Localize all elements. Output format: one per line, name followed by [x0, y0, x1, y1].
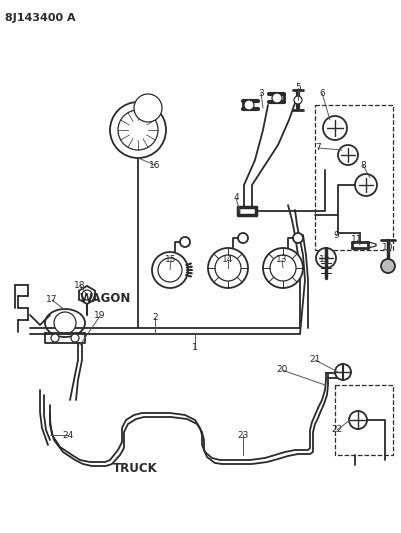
Text: 4: 4	[233, 193, 239, 203]
Text: 19: 19	[94, 311, 106, 320]
Circle shape	[54, 312, 76, 334]
Circle shape	[71, 334, 79, 342]
Circle shape	[349, 411, 367, 429]
Circle shape	[335, 364, 351, 380]
Circle shape	[215, 255, 241, 281]
Circle shape	[238, 233, 248, 243]
Circle shape	[263, 248, 303, 288]
Bar	[315, 105, 393, 250]
Circle shape	[294, 96, 302, 104]
Circle shape	[323, 116, 347, 140]
Text: 24: 24	[63, 431, 74, 440]
Text: 17: 17	[46, 295, 58, 304]
Text: 22: 22	[331, 425, 342, 434]
Ellipse shape	[45, 309, 85, 337]
Text: 18: 18	[74, 280, 86, 289]
Circle shape	[272, 93, 282, 103]
Text: 14: 14	[222, 255, 234, 264]
Circle shape	[338, 145, 358, 165]
Text: 8: 8	[360, 160, 366, 169]
Text: 21: 21	[309, 356, 321, 365]
Text: 1: 1	[192, 343, 198, 352]
Circle shape	[355, 174, 377, 196]
Text: 16: 16	[149, 160, 161, 169]
Text: 8J143400 A: 8J143400 A	[5, 13, 76, 23]
Circle shape	[316, 248, 336, 268]
Text: 20: 20	[276, 366, 288, 375]
Text: 11: 11	[351, 236, 363, 245]
Text: WAGON: WAGON	[79, 292, 131, 304]
Text: 6: 6	[319, 88, 325, 98]
Circle shape	[51, 334, 59, 342]
Circle shape	[118, 110, 158, 150]
Circle shape	[208, 248, 248, 288]
Text: 23: 23	[237, 431, 249, 440]
Text: 2: 2	[152, 313, 158, 322]
Circle shape	[82, 290, 92, 300]
Circle shape	[381, 259, 395, 273]
Circle shape	[180, 237, 190, 247]
Circle shape	[270, 255, 296, 281]
Text: 7: 7	[315, 143, 321, 152]
Circle shape	[158, 258, 182, 282]
Text: TRUCK: TRUCK	[113, 462, 157, 474]
Circle shape	[134, 94, 162, 122]
Text: 10: 10	[382, 244, 394, 253]
Text: 13: 13	[276, 255, 288, 264]
Text: 9: 9	[333, 230, 339, 239]
Text: 12: 12	[319, 255, 331, 264]
Circle shape	[293, 233, 303, 243]
Circle shape	[110, 102, 166, 158]
Text: 15: 15	[165, 255, 177, 264]
Circle shape	[244, 100, 254, 110]
Circle shape	[152, 252, 188, 288]
Bar	[335, 385, 393, 455]
Text: 3: 3	[258, 88, 264, 98]
Text: 5: 5	[295, 84, 301, 93]
